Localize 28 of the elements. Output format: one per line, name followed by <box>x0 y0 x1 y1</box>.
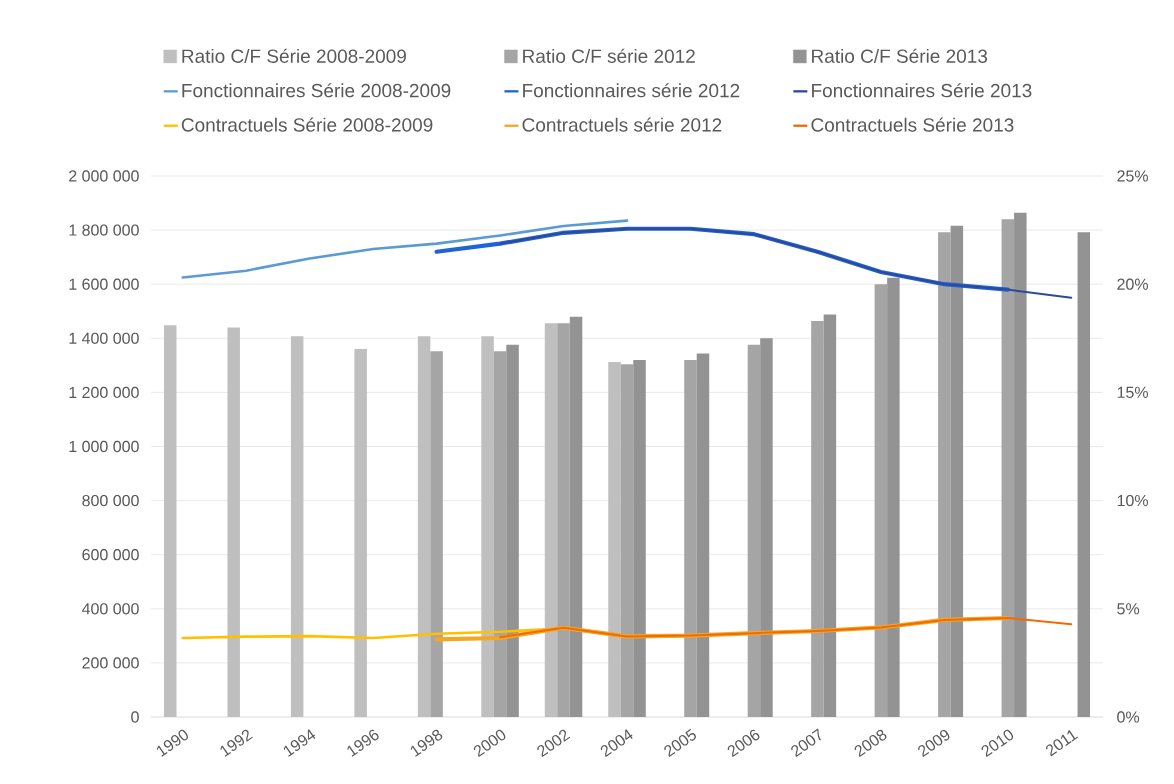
legend-label: Fonctionnaires série 2012 <box>523 83 740 98</box>
y-tick-label: 0 <box>131 711 139 723</box>
y-tick-label: 1 600 000 <box>69 278 139 290</box>
y2-tick-label: 20% <box>1117 278 1148 290</box>
y-tick-label: 1 400 000 <box>69 332 139 344</box>
y-tick-label: 1 800 000 <box>69 224 139 236</box>
legend-label: Ratio C/F Série 2013 <box>812 48 988 63</box>
y-tick-label: 600 000 <box>82 549 139 561</box>
y2-tick-label: 5% <box>1117 603 1140 615</box>
legend-label: Ratio C/F Série 2008-2009 <box>182 48 406 63</box>
y-tick-label: 1 000 000 <box>69 440 139 453</box>
x-tick-label: 2009 <box>918 729 950 758</box>
legend-label: Fonctionnaires Série 2008-2009 <box>182 83 451 98</box>
y-tick-label: 400 000 <box>81 603 139 615</box>
legend-label: Contractuels Série 2008-2009 <box>181 117 433 132</box>
legend-label: Contractuels Série 2013 <box>811 117 1014 132</box>
legend-label: Ratio C/F série 2012 <box>523 48 695 63</box>
legend-label: Contractuels série 2012 <box>522 117 722 132</box>
legend-label: Fonctionnaires Série 2013 <box>812 83 1032 98</box>
y2-tick-label: 15% <box>1117 386 1148 399</box>
y2-tick-label: 25% <box>1117 170 1148 182</box>
y-tick-label: 1 200 000 <box>69 386 139 399</box>
x-tick-label: 2011 <box>1045 730 1078 757</box>
y2-tick-label: 10% <box>1117 494 1148 507</box>
y-tick-label: 2 000 000 <box>69 170 139 182</box>
y2-tick-label: 0% <box>1117 711 1140 723</box>
y-tick-label: 800 000 <box>82 494 139 507</box>
y-tick-label: 200 000 <box>82 657 139 669</box>
